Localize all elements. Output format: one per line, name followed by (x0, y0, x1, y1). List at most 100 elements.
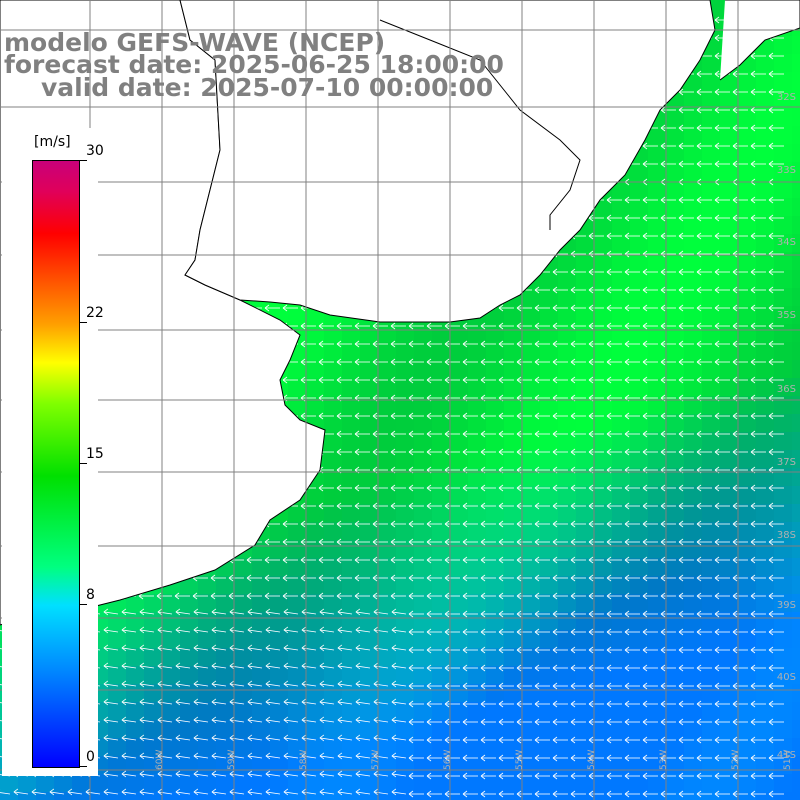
field-cell (738, 702, 757, 721)
field-cell (486, 576, 505, 595)
wind-arrow-head (714, 250, 720, 255)
wind-arrow-head (732, 271, 738, 276)
field-cell (756, 90, 775, 109)
field-cell (558, 324, 577, 343)
field-cell (198, 702, 217, 721)
field-cell (378, 576, 397, 595)
wind-arrow-head (588, 322, 594, 327)
field-cell (486, 792, 505, 800)
field-cell (576, 684, 595, 703)
field-cell (774, 126, 793, 145)
wind-arrow-head (696, 70, 702, 75)
field-cell (486, 414, 505, 433)
field-cell (756, 504, 775, 523)
field-cell (774, 252, 793, 271)
field-cell (684, 432, 703, 451)
field-cell (306, 666, 325, 685)
wind-arrow-head (606, 394, 612, 399)
wind-arrow-head (336, 343, 342, 348)
wind-arrow-head (372, 358, 378, 363)
wind-arrow-head (408, 361, 414, 366)
wind-arrow-head (768, 160, 774, 165)
field-cell (558, 720, 577, 739)
field-cell (684, 414, 703, 433)
field-cell (792, 306, 800, 325)
field-cell (612, 468, 631, 487)
field-cell (666, 450, 685, 469)
field-cell (108, 666, 127, 685)
wind-arrow-head (732, 70, 738, 75)
wind-arrow-head (750, 109, 756, 114)
wind-arrow-head (696, 88, 702, 93)
field-cell (738, 666, 757, 685)
field-cell (630, 576, 649, 595)
wind-arrow-head (606, 376, 612, 381)
field-cell (468, 450, 487, 469)
field-cell (306, 504, 325, 523)
field-cell (594, 684, 613, 703)
wind-arrow-head (462, 343, 468, 348)
field-cell (270, 684, 289, 703)
wind-arrow-head (390, 361, 396, 366)
field-cell (108, 684, 127, 703)
wind-arrow-head (606, 304, 612, 309)
field-cell (774, 594, 793, 613)
field-cell (738, 432, 757, 451)
field-cell (792, 486, 800, 505)
field-cell (720, 558, 739, 577)
wind-arrow-head (678, 109, 684, 114)
field-cell (684, 792, 703, 800)
wind-arrow-head (678, 361, 684, 366)
wind-arrow-head (714, 109, 720, 114)
wind-arrow-head (714, 88, 720, 93)
wind-arrow-head (588, 379, 594, 384)
wind-arrow-head (318, 343, 324, 348)
wind-arrow-head (606, 340, 612, 345)
field-cell (396, 774, 415, 793)
field-cell (486, 432, 505, 451)
field-cell (144, 792, 163, 800)
wind-arrow-head (624, 379, 630, 384)
wind-arrow-head (696, 361, 702, 366)
field-cell (432, 702, 451, 721)
wind-arrow-head (714, 196, 720, 201)
field-cell (756, 324, 775, 343)
wind-arrow-head (732, 325, 738, 330)
field-cell (216, 576, 235, 595)
wind-arrow-head (678, 199, 684, 204)
wind-arrow-head (750, 289, 756, 294)
wind-arrow-head (696, 358, 702, 363)
field-cell (540, 522, 559, 541)
field-cell (702, 342, 721, 361)
field-cell (108, 738, 127, 757)
field-cell (756, 684, 775, 703)
wind-arrow-head (768, 304, 774, 309)
wind-arrow-head (534, 286, 540, 291)
wind-arrow-head (678, 214, 684, 219)
field-cell (486, 720, 505, 739)
field-cell (450, 738, 469, 757)
wind-arrow-head (570, 286, 576, 291)
wind-arrow-head (282, 307, 288, 312)
field-cell (702, 522, 721, 541)
field-cell (324, 666, 343, 685)
field-cell (180, 684, 199, 703)
field-cell (504, 378, 523, 397)
field-cell (702, 144, 721, 163)
field-cell (738, 360, 757, 379)
field-cell (306, 558, 325, 577)
wind-arrow-head (570, 250, 576, 255)
field-cell (666, 432, 685, 451)
wind-arrow-head (750, 127, 756, 132)
field-cell (432, 342, 451, 361)
field-cell (774, 234, 793, 253)
wind-arrow-head (768, 232, 774, 237)
wind-arrow-head (588, 394, 594, 399)
wind-arrow-head (354, 412, 360, 417)
field-cell (486, 612, 505, 631)
field-cell (540, 432, 559, 451)
field-cell (756, 126, 775, 145)
wind-arrow-head (372, 322, 378, 327)
field-cell (540, 666, 559, 685)
